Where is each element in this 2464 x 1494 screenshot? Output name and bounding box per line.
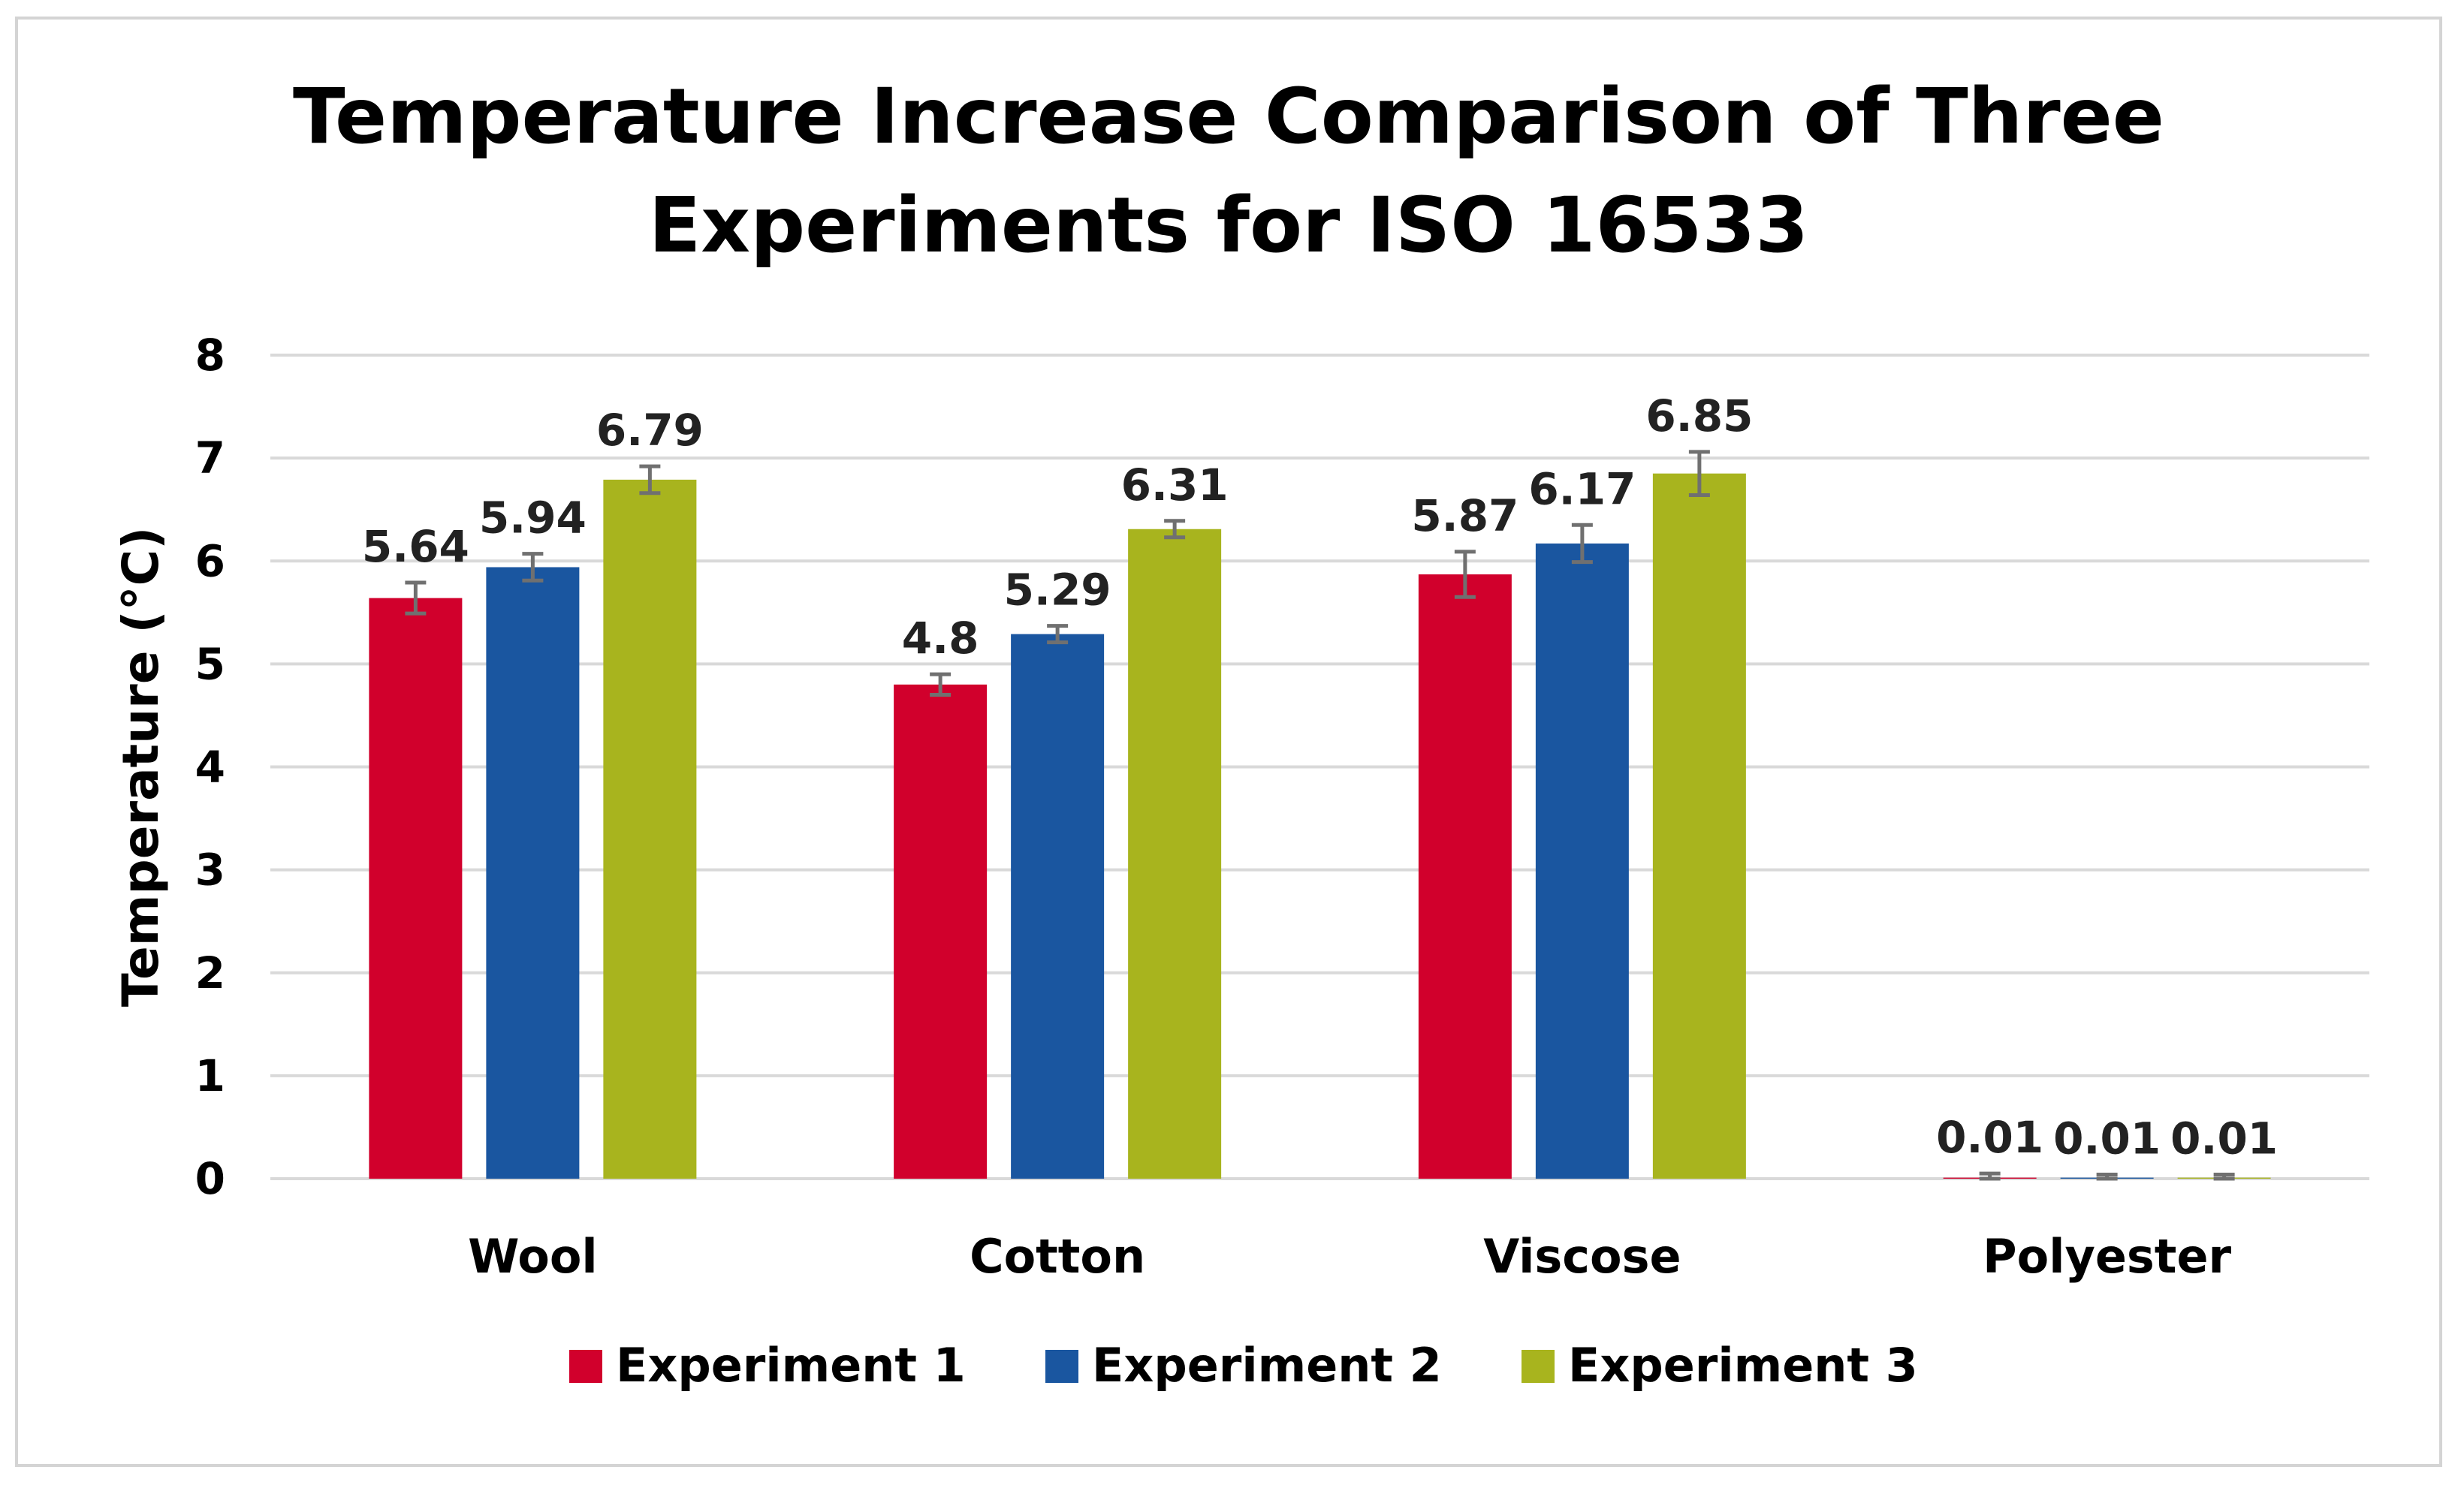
data-label-polyester-experiment-2: 0.01	[2053, 1113, 2161, 1164]
data-label-viscose-experiment-3: 6.85	[1645, 390, 1753, 441]
bars	[369, 473, 2271, 1179]
x-category-viscose: Viscose	[1483, 1229, 1681, 1284]
chart-title-group: Temperature Increase Comparison of Three…	[293, 72, 2164, 270]
bar-viscose-experiment-3	[1652, 473, 1746, 1179]
chart-title-line-1: Temperature Increase Comparison of Three	[293, 72, 2164, 161]
data-label-wool-experiment-3: 6.79	[596, 405, 704, 456]
data-label-polyester-experiment-1: 0.01	[1936, 1112, 2043, 1163]
y-tick-label-7: 7	[195, 432, 225, 483]
legend-swatch-experiment-1	[569, 1350, 602, 1383]
data-label-cotton-experiment-3: 6.31	[1121, 459, 1229, 511]
error-bar-cotton-experiment-3	[1164, 519, 1186, 540]
data-label-wool-experiment-2: 5.94	[479, 492, 587, 544]
x-category-cotton: Cotton	[970, 1229, 1145, 1284]
error-bar-polyester-experiment-2	[2096, 1173, 2118, 1181]
legend-label-experiment-1: Experiment 1	[616, 1338, 966, 1393]
data-label-viscose-experiment-2: 6.17	[1528, 463, 1636, 514]
x-category-polyester: Polyester	[1983, 1229, 2231, 1284]
bar-cotton-experiment-1	[894, 684, 988, 1179]
error-bar-viscose-experiment-3	[1688, 450, 1710, 497]
bar-wool-experiment-3	[603, 479, 697, 1179]
y-tick-label-0: 0	[195, 1153, 225, 1204]
bar-wool-experiment-1	[369, 598, 463, 1179]
error-bar-wool-experiment-2	[522, 552, 544, 583]
data-labels: 5.645.946.794.85.296.315.876.176.850.01 0…	[362, 390, 2278, 1164]
error-bar-polyester-experiment-1	[1979, 1171, 2001, 1181]
y-tick-label-5: 5	[195, 638, 225, 689]
error-bar-polyester-experiment-3	[2213, 1173, 2235, 1181]
error-bar-wool-experiment-1	[405, 580, 427, 616]
y-tick-label-2: 2	[195, 947, 225, 999]
data-label-cotton-experiment-2: 5.29	[1004, 565, 1111, 616]
y-tick-label-6: 6	[195, 535, 225, 586]
legend-swatch-experiment-2	[1045, 1350, 1078, 1383]
error-bar-viscose-experiment-2	[1571, 523, 1593, 565]
error-bars	[405, 450, 2235, 1181]
legend-label-experiment-2: Experiment 2	[1092, 1338, 1442, 1393]
error-bar-cotton-experiment-2	[1047, 624, 1069, 645]
bar-wool-experiment-2	[486, 567, 580, 1179]
bar-viscose-experiment-1	[1418, 574, 1512, 1179]
gridlines	[270, 354, 2369, 1180]
y-axis-label: Temperature (°C)	[112, 527, 170, 1007]
y-tick-label-1: 1	[195, 1050, 225, 1101]
data-label-wool-experiment-1: 5.64	[362, 521, 469, 572]
bar-cotton-experiment-3	[1128, 529, 1222, 1179]
error-bar-wool-experiment-3	[639, 464, 661, 495]
bar-cotton-experiment-2	[1011, 634, 1105, 1179]
bar-viscose-experiment-2	[1535, 543, 1629, 1179]
x-axis-categories: Wool Cotton Viscose Polyester	[468, 1229, 2231, 1284]
legend-label-experiment-3: Experiment 3	[1568, 1338, 1918, 1393]
data-label-viscose-experiment-1: 5.87	[1411, 490, 1519, 541]
legend: Experiment 1 Experiment 2 Experiment 3	[569, 1338, 1918, 1393]
data-label-cotton-experiment-1: 4.8	[902, 613, 979, 664]
y-axis-label-group: Temperature (°C)	[112, 527, 170, 1007]
error-bar-cotton-experiment-1	[930, 672, 952, 697]
y-tick-label-4: 4	[195, 742, 225, 793]
y-tick-label-8: 8	[195, 330, 225, 381]
y-axis-ticks: 0 1 2 3 4 5 6 7 8	[195, 330, 225, 1204]
legend-swatch-experiment-3	[1522, 1350, 1555, 1383]
chart-title-line-2: Experiments for ISO 16533	[649, 181, 1809, 270]
y-tick-label-3: 3	[195, 845, 225, 896]
error-bar-viscose-experiment-1	[1454, 550, 1476, 599]
x-category-wool: Wool	[468, 1229, 598, 1284]
data-label-polyester-experiment-3: 0.01	[2170, 1113, 2278, 1164]
